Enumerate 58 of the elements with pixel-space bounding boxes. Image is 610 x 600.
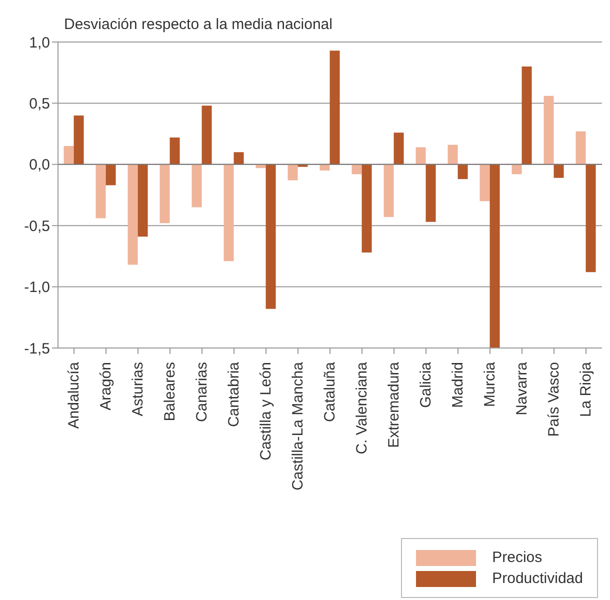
x-tick-label: País Vasco [546, 362, 562, 437]
legend-label: Precios [492, 549, 542, 566]
y-tick-label: 0,5 [29, 96, 50, 113]
bar [74, 115, 84, 164]
x-tick-label: Cantabria [226, 361, 242, 428]
bar [416, 147, 426, 164]
bar [512, 164, 522, 174]
bar [288, 164, 298, 180]
bar [586, 164, 596, 272]
bar [458, 164, 468, 180]
bar [128, 164, 138, 265]
y-tick-label: -1,0 [24, 279, 50, 296]
bar [64, 146, 74, 164]
x-tick-label: La Rioja [578, 361, 594, 418]
x-tick-label: Baleares [162, 362, 178, 422]
bar [106, 164, 116, 186]
y-tick-label: -0,5 [24, 218, 50, 235]
bar [96, 164, 106, 218]
x-tick-label: Navarra [514, 361, 530, 416]
bar [320, 164, 330, 171]
bar [224, 164, 234, 262]
chart-title: Desviación respecto a la media nacional [64, 16, 332, 33]
x-tick-label: Castilla y León [258, 362, 274, 460]
bar [160, 164, 170, 224]
x-tick-label: Aragón [98, 362, 114, 410]
bar [544, 96, 554, 164]
bar [330, 50, 340, 164]
bar [426, 164, 436, 222]
bar [554, 164, 564, 178]
x-tick-label: Andalucía [66, 361, 82, 429]
y-tick-label: 0,0 [29, 156, 50, 174]
bar [490, 164, 500, 348]
x-tick-label: Extremadura [386, 361, 402, 448]
x-tick-label: Murcia [482, 361, 498, 408]
bar [384, 164, 394, 218]
x-tick-label: Madrid [450, 362, 466, 408]
y-tick-label: -1,5 [24, 340, 50, 358]
legend-label: Productividad [492, 570, 583, 587]
bar [170, 137, 180, 164]
x-tick-label: C. Valenciana [354, 361, 370, 454]
bar [394, 132, 404, 164]
x-tick-label: Galicia [418, 361, 434, 408]
x-tick-label: Cataluña [322, 361, 338, 422]
bar [202, 106, 212, 164]
bar [138, 164, 148, 237]
x-tick-label: Castilla-La Mancha [290, 361, 306, 490]
y-tick-label: 1,0 [29, 34, 50, 52]
bar [266, 164, 276, 309]
bar [522, 66, 532, 164]
bar [448, 144, 458, 164]
x-tick-label: Asturias [130, 362, 146, 416]
bar [480, 164, 490, 202]
bar [234, 152, 244, 164]
x-tick-label: Canarias [194, 362, 210, 422]
bar [352, 164, 362, 174]
bar [362, 164, 372, 253]
bar [576, 131, 586, 164]
bar [192, 164, 202, 208]
